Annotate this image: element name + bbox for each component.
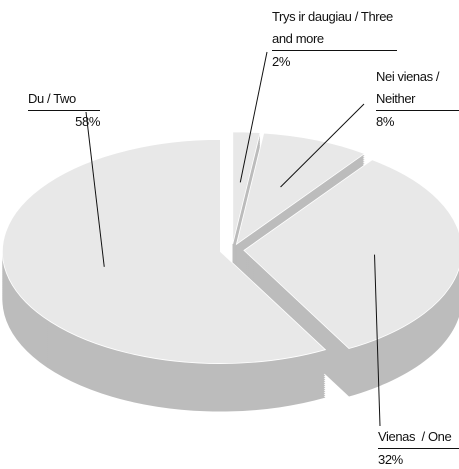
leader-line [85, 111, 105, 267]
pie-slice [243, 159, 459, 397]
slice-label: Nei vienas / Neither 8% [376, 66, 459, 133]
category-label: Vienas / One [378, 426, 459, 449]
slice-top [243, 159, 459, 349]
value-label: 32% [378, 452, 403, 467]
pie-slice [1, 139, 327, 412]
leader-line [239, 51, 268, 183]
slice-top [232, 131, 261, 244]
slice-label: Du / Two 58% [28, 88, 100, 133]
leader-line [280, 103, 365, 188]
slice-label: Trys ir daugiau / Three and more 2% [272, 6, 397, 73]
slice-top [1, 139, 327, 364]
slice-label: Vienas / One 32% [378, 426, 459, 469]
value-label: 58% [75, 114, 100, 129]
leader-line [374, 254, 381, 427]
value-label: 8% [376, 114, 394, 129]
category-label: Du / Two [28, 88, 100, 111]
slice-top [235, 132, 366, 246]
value-label: 2% [272, 54, 290, 69]
category-label: Nei vienas / Neither [376, 66, 459, 111]
category-label: Trys ir daugiau / Three and more [272, 6, 397, 51]
